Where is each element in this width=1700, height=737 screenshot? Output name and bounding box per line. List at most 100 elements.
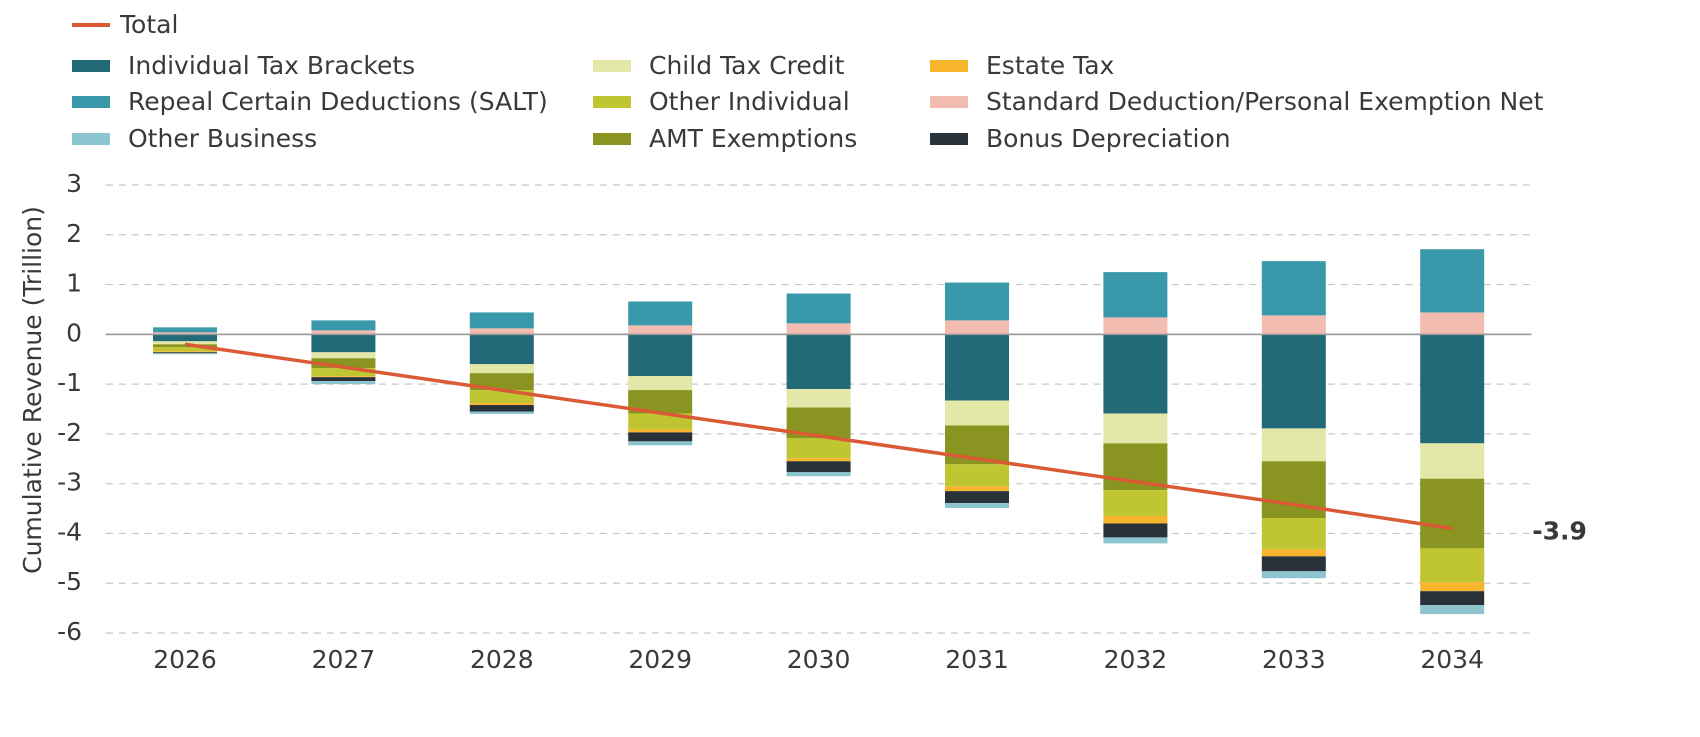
y-tick-label: -6: [57, 617, 82, 646]
legend-swatch: [930, 133, 968, 145]
bar-segment: [153, 332, 217, 335]
bar-segment: [469, 411, 534, 414]
bar-segment: [945, 486, 1009, 492]
bar-segment: [786, 438, 851, 459]
x-tick-label: 2026: [153, 645, 217, 674]
bar-segment: [469, 403, 534, 406]
bar-segment: [311, 352, 376, 359]
bar-segment: [786, 458, 851, 462]
bar-segment: [945, 491, 1009, 504]
bar-segment: [628, 301, 693, 326]
bar-segment: [1420, 334, 1485, 444]
bar-segment: [469, 373, 534, 391]
legend-swatch: [930, 96, 968, 108]
bar-segment: [786, 323, 851, 335]
bar-segment: [311, 377, 376, 382]
bar-segment: [786, 334, 851, 390]
bar-segment: [1103, 490, 1168, 517]
legend-label: Repeal Certain Deductions (SALT): [128, 87, 548, 116]
y-axis-title: Cumulative Revenue (Trillion): [18, 206, 47, 574]
bar-segment: [945, 464, 1009, 487]
bar-segment: [311, 330, 376, 335]
y-tick-label: 1: [66, 269, 82, 298]
legend-label: AMT Exemptions: [649, 124, 857, 153]
legend-swatch: [930, 60, 968, 72]
bar-segment: [1103, 537, 1168, 544]
bar-segment: [945, 334, 1009, 401]
x-tick-label: 2032: [1104, 645, 1168, 674]
y-tick-label: -5: [57, 567, 82, 596]
bar-segment: [628, 429, 693, 433]
bar-segment: [786, 472, 851, 477]
bar-segment: [1420, 582, 1485, 592]
bar-segment: [1103, 413, 1168, 444]
bar-segment: [786, 293, 851, 324]
y-tick-label: -3: [57, 468, 82, 497]
y-tick-label: -1: [57, 368, 82, 397]
bar-segment: [469, 334, 534, 365]
bar-segment: [628, 376, 693, 391]
bar-segment: [628, 413, 693, 430]
bar-segment: [1261, 556, 1326, 572]
bar-segment: [945, 400, 1009, 426]
bar-segment: [469, 312, 534, 329]
bar-segment: [1420, 312, 1485, 335]
bar-segment: [628, 334, 693, 377]
bar-segment: [311, 368, 376, 377]
bar-segment: [1261, 334, 1326, 429]
bar-segment: [311, 334, 376, 353]
bar-segment: [1420, 605, 1485, 615]
bar-segment: [1420, 249, 1485, 313]
bar-segment: [1103, 317, 1168, 335]
data-label: -3.9: [1532, 516, 1587, 545]
bar-segment: [153, 341, 217, 345]
bar-segment: [628, 432, 693, 442]
bar-segment: [153, 334, 217, 342]
bar-segment: [786, 389, 851, 408]
legend-label: Estate Tax: [986, 51, 1114, 80]
x-tick-label: 2031: [945, 645, 1009, 674]
bar-segment: [1261, 549, 1326, 557]
legend-swatch: [72, 133, 110, 145]
bar-segment: [1261, 261, 1326, 316]
bar-segment: [1103, 516, 1168, 524]
bar-segment: [945, 282, 1009, 321]
x-tick-label: 2034: [1420, 645, 1484, 674]
x-tick-label: 2027: [312, 645, 376, 674]
legend-swatch: [72, 96, 110, 108]
bar-segment: [1420, 548, 1485, 583]
bar-segment: [153, 353, 217, 355]
bar-segment: [1103, 523, 1168, 538]
x-tick-label: 2029: [628, 645, 692, 674]
bar-segment: [1103, 272, 1168, 318]
y-tick-label: 3: [66, 169, 82, 198]
legend-label: Standard Deduction/Personal Exemption Ne…: [986, 87, 1544, 116]
bar-segment: [153, 347, 217, 352]
legend-swatch: [72, 60, 110, 72]
bar-segment: [786, 461, 851, 473]
y-tick-label: -2: [57, 418, 82, 447]
legend-label: Bonus Depreciation: [986, 124, 1231, 153]
bar-segment: [945, 320, 1009, 335]
bar-segment: [1261, 315, 1326, 335]
bar-segment: [153, 327, 217, 333]
bar-segment: [469, 364, 534, 374]
bar-segment: [311, 358, 376, 369]
x-tick-label: 2028: [470, 645, 534, 674]
x-tick-label: 2033: [1262, 645, 1326, 674]
bar-segment: [1420, 478, 1485, 549]
y-tick-label: 2: [66, 219, 82, 248]
y-tick-label: -4: [57, 517, 82, 546]
legend-swatch: [593, 60, 631, 72]
x-tick-label: 2030: [787, 645, 851, 674]
legend-label: Child Tax Credit: [649, 51, 845, 80]
bar-segment: [311, 320, 376, 331]
bar-segment: [1103, 334, 1168, 414]
bar-segment: [1261, 571, 1326, 579]
bar-segment: [153, 352, 217, 354]
legend-swatch: [593, 133, 631, 145]
bar-segment: [311, 376, 376, 378]
legend-label: Other Business: [128, 124, 317, 153]
bar-segment: [311, 381, 376, 385]
